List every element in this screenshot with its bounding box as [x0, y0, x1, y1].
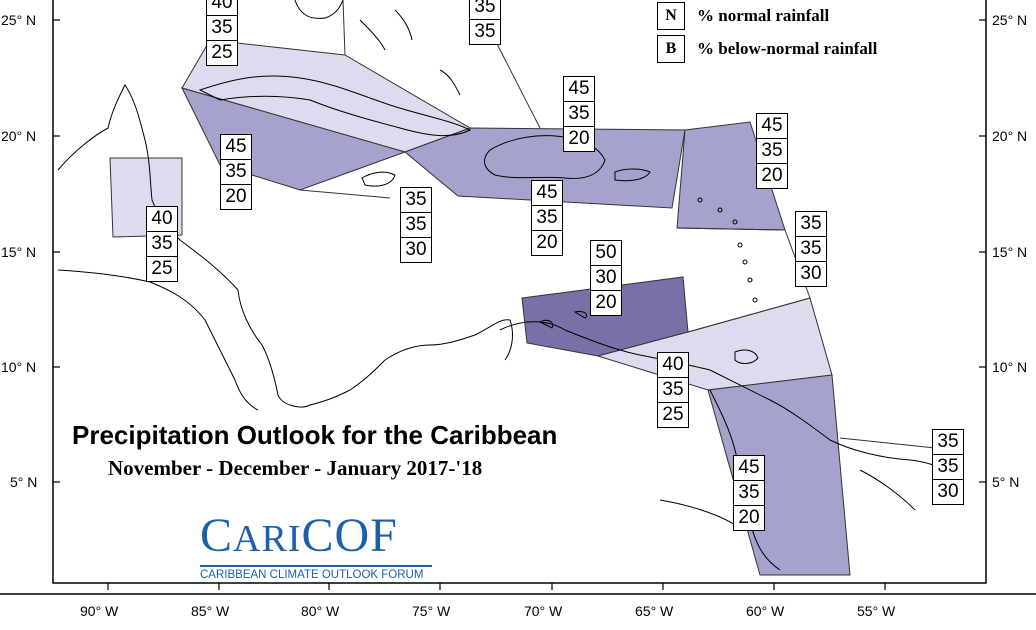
- prob-below: 30: [933, 479, 963, 504]
- prob-normal: 35: [734, 480, 764, 505]
- prob-above: 35: [800, 213, 822, 234]
- lon-label-80w: 80° W: [301, 603, 340, 619]
- prob-above: 50: [595, 242, 617, 263]
- prob-box-trinidad: 40 35 25: [657, 352, 689, 428]
- prob-normal: 35: [221, 159, 251, 184]
- lon-label-60w: 60° W: [746, 603, 785, 619]
- prob-above: 45: [568, 78, 590, 99]
- lon-label-90w: 90° W: [80, 603, 119, 619]
- prob-above: 35: [937, 431, 959, 452]
- logo-letters-cof: COF: [301, 509, 398, 562]
- prob-box-hispaniola-north: 45 35 20: [563, 76, 595, 152]
- prob-box-french-guiana: 35 35 30: [932, 429, 964, 505]
- lat-label-10n-right: 10° N: [992, 359, 1028, 375]
- lat-label-20n-right: 20° N: [992, 128, 1028, 144]
- caricof-logo: CARICOF CARIBBEAN CLIMATE OUTLOOK FORUM: [200, 512, 436, 581]
- map-subtitle: November - December - January 2017-'18: [108, 456, 483, 480]
- logo-wordmark: CARICOF: [200, 512, 436, 563]
- prob-below: 30: [401, 237, 431, 262]
- prob-below: 20: [532, 230, 562, 255]
- prob-below: 20: [564, 126, 594, 151]
- prob-above: 35: [474, 0, 496, 17]
- prob-above: 45: [536, 182, 558, 203]
- prob-normal: 35: [933, 454, 963, 479]
- prob-above: 40: [211, 0, 233, 13]
- logo-rule: [200, 565, 432, 567]
- prob-below: 30: [796, 261, 826, 286]
- lat-label-10n: 10° N: [1, 359, 37, 375]
- prob-normal: 35: [147, 231, 177, 256]
- prob-normal: 35: [796, 236, 826, 261]
- region-outline-east: [494, 39, 541, 129]
- prob-normal: 35: [532, 205, 562, 230]
- prob-below: 20: [591, 290, 621, 315]
- lon-label-85w: 85° W: [191, 603, 230, 619]
- prob-below: 25: [207, 40, 237, 65]
- prob-below: 20: [734, 505, 764, 530]
- prob-normal: 30: [591, 265, 621, 290]
- coastlines: [57, 0, 961, 571]
- prob-box-bahamas-east: 35 35: [469, 0, 501, 45]
- lat-label-20n: 20° N: [1, 128, 37, 144]
- prob-above: 45: [761, 115, 783, 136]
- legend-below: B % below-normal rainfall: [657, 35, 877, 63]
- prob-below: 20: [757, 163, 787, 188]
- prob-normal: 35: [757, 138, 787, 163]
- prob-below: 20: [221, 184, 251, 209]
- legend-normal: N % normal rainfall: [657, 2, 829, 30]
- prob-box-belize: 40 35 25: [146, 206, 178, 282]
- prob-box-hispaniola-puerto-rico: 45 35 20: [531, 180, 563, 256]
- prob-box-bahamas-north: 40 35 25: [206, 0, 238, 66]
- prob-box-guyana: 45 35 20: [733, 455, 765, 531]
- prob-above: 45: [225, 136, 247, 157]
- prob-below: 25: [147, 256, 177, 281]
- logo-letter-c: C: [200, 509, 234, 562]
- legend-key-b: B: [657, 35, 685, 63]
- lat-label-15n-right: 15° N: [992, 244, 1028, 260]
- prob-box-cuba: 45 35 20: [220, 134, 252, 210]
- prob-box-jamaica: 35 35 30: [400, 187, 432, 263]
- legend-label-n: % normal rainfall: [697, 6, 830, 25]
- prob-normal: 35: [658, 377, 688, 402]
- prob-normal: 35: [401, 212, 431, 237]
- lat-label-25n: 25° N: [1, 12, 37, 28]
- prob-box-abc-islands: 50 30 20: [590, 240, 622, 316]
- lon-label-75w: 75° W: [412, 603, 451, 619]
- prob-below: 25: [658, 402, 688, 427]
- region-hispaniola: [404, 127, 686, 209]
- prob-above: 40: [151, 208, 173, 229]
- lat-label-5n: 5° N: [10, 474, 38, 490]
- prob-normal: 35: [470, 19, 500, 44]
- lon-label-55w: 55° W: [857, 603, 896, 619]
- prob-above: 40: [662, 354, 684, 375]
- legend-label-b: % below-normal rainfall: [697, 39, 878, 58]
- lat-label-25n-right: 25° N: [992, 12, 1028, 28]
- prob-above: 35: [405, 189, 427, 210]
- logo-tagline: CARIBBEAN CLIMATE OUTLOOK FORUM: [200, 569, 424, 581]
- prob-normal: 35: [207, 15, 237, 40]
- lat-label-5n-right: 5° N: [992, 474, 1020, 490]
- logo-letters-ari: ARI: [233, 518, 302, 560]
- lon-label-70w: 70° W: [524, 603, 563, 619]
- region-outline-fg: [839, 437, 936, 449]
- prob-box-leeward: 45 35 20: [756, 113, 788, 189]
- region-trinidad: [596, 297, 833, 391]
- legend-key-n: N: [657, 2, 685, 30]
- prob-box-windward: 35 35 30: [795, 211, 827, 287]
- lon-label-65w: 65° W: [635, 603, 674, 619]
- lat-label-15n: 15° N: [1, 244, 37, 260]
- map-title: Precipitation Outlook for the Caribbean: [72, 420, 558, 450]
- prob-normal: 35: [564, 101, 594, 126]
- prob-above: 45: [738, 457, 760, 478]
